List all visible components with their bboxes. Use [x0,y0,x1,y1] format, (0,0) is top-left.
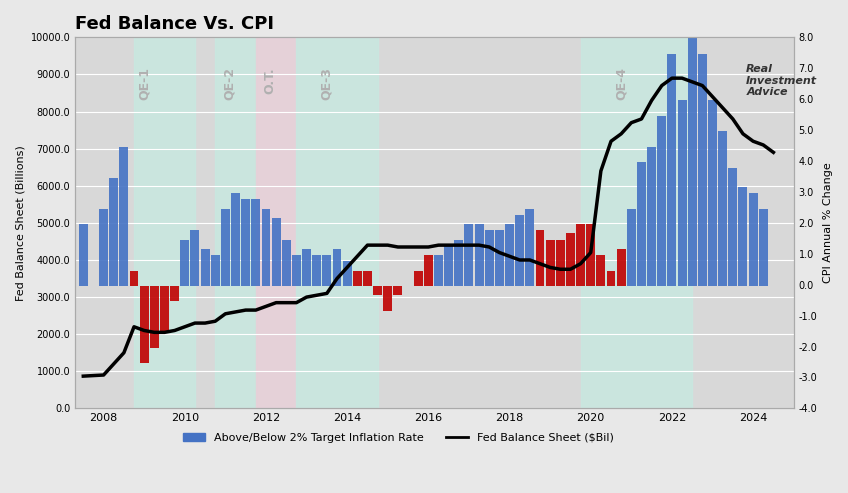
Bar [545,240,555,286]
Bar [657,116,667,286]
Text: Real
Investment
Advice: Real Investment Advice [746,64,817,97]
Bar [261,209,271,286]
Bar [566,233,575,286]
Bar [424,255,432,286]
Bar [678,101,687,286]
Bar [596,255,605,286]
Bar [332,249,342,286]
Bar [465,224,473,286]
Bar [485,230,494,286]
Text: QE-1: QE-1 [137,67,151,100]
Bar [455,240,463,286]
Bar [191,230,199,286]
Bar [759,209,767,286]
Bar [109,178,118,286]
Text: QE-3: QE-3 [321,67,333,100]
Text: QE-4: QE-4 [615,67,628,100]
Bar [302,249,311,286]
Bar [434,255,443,286]
Text: Fed Balance Vs. CPI: Fed Balance Vs. CPI [75,15,274,33]
Bar [444,246,453,286]
Bar [211,255,220,286]
Y-axis label: Fed Balance Sheet (Billions): Fed Balance Sheet (Billions) [15,145,25,301]
Bar [688,23,697,286]
Bar [414,271,422,286]
Bar [343,261,352,286]
Bar [739,187,747,286]
Bar [606,271,616,286]
Legend: Above/Below 2% Target Inflation Rate, Fed Balance Sheet ($Bil): Above/Below 2% Target Inflation Rate, Fe… [179,428,618,447]
Bar [536,230,544,286]
Bar [576,224,585,286]
Bar [292,255,301,286]
Bar [353,271,362,286]
Bar [647,147,656,286]
Bar [130,271,138,286]
Bar [373,286,382,295]
Bar [170,286,179,301]
Bar [505,224,514,286]
Bar [215,37,256,408]
Bar [516,215,524,286]
Bar [581,37,692,408]
Bar [627,209,636,286]
Bar [140,286,148,363]
Bar [241,199,250,286]
Bar [231,193,240,286]
Bar [728,169,737,286]
Bar [99,209,108,286]
Bar [555,240,565,286]
Bar [312,255,321,286]
Bar [282,240,291,286]
Bar [134,37,195,408]
Bar [637,162,646,286]
Bar [256,37,297,408]
Bar [526,209,534,286]
Bar [181,240,189,286]
Bar [383,286,393,311]
Bar [708,101,717,286]
Bar [363,271,372,286]
Bar [322,255,332,286]
Bar [495,230,504,286]
Bar [667,54,677,286]
Y-axis label: CPI Annual % Change: CPI Annual % Change [823,163,833,283]
Text: O.T.: O.T. [264,67,276,94]
Bar [297,37,377,408]
Bar [475,224,483,286]
Bar [616,249,626,286]
Bar [221,209,230,286]
Bar [749,193,757,286]
Bar [201,249,209,286]
Bar [586,224,595,286]
Bar [79,224,87,286]
Bar [271,218,281,286]
Bar [718,131,727,286]
Bar [698,54,707,286]
Bar [150,286,159,348]
Bar [160,286,169,332]
Bar [251,199,260,286]
Text: QE-2: QE-2 [223,67,236,100]
Bar [393,286,402,295]
Bar [120,147,128,286]
